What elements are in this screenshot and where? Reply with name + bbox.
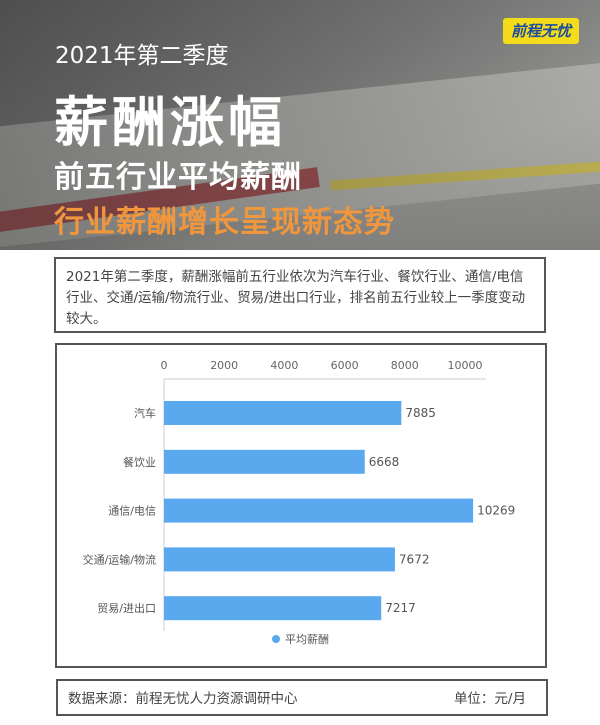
bar <box>164 498 474 523</box>
intro-text: 2021年第二季度，薪酬涨幅前五行业依次为汽车行业、餐饮行业、通信/电信行业、交… <box>54 257 546 333</box>
x-tick-label: 10000 <box>448 359 483 372</box>
tagline: 行业薪酬增长呈现新态势 <box>54 205 395 240</box>
header-banner: 2021年第二季度 薪酬涨幅 前五行业平均薪酬 行业薪酬增长呈现新态势 前程无忧 <box>0 0 600 250</box>
year-quarter: 2021年第二季度 <box>55 43 229 69</box>
category-label: 通信/电信 <box>108 505 156 518</box>
data-source: 数据来源：前程无忧人力资源调研中心 <box>68 691 298 707</box>
x-tick-label: 0 <box>161 359 168 372</box>
data-label: 7885 <box>405 406 436 420</box>
main-title: 薪酬涨幅 <box>54 91 286 154</box>
data-label: 7217 <box>385 601 416 615</box>
subtitle: 前五行业平均薪酬 <box>54 160 302 195</box>
x-tick-label: 8000 <box>391 359 419 372</box>
bar <box>164 449 365 474</box>
bar <box>164 547 395 572</box>
category-label: 餐饮业 <box>123 455 156 469</box>
category-label: 交通/运输/物流 <box>83 552 156 566</box>
x-tick-label: 2000 <box>210 359 238 372</box>
footer: 数据来源：前程无忧人力资源调研中心 单位：元/月 <box>56 679 548 716</box>
x-tick-label: 6000 <box>331 359 359 372</box>
unit-label: 单位：元/月 <box>453 691 526 707</box>
bar-chart: 0 2000 4000 6000 8000 10000 汽车 7885 餐饮业 6668 通信/电信… <box>83 359 516 646</box>
bar <box>164 401 402 425</box>
brand-logo: 前程无忧 <box>503 18 579 44</box>
data-label: 10269 <box>477 504 515 518</box>
legend-marker <box>272 635 280 643</box>
legend-label: 平均薪酬 <box>285 633 329 646</box>
data-label: 6668 <box>369 455 400 469</box>
bar <box>164 596 382 621</box>
data-label: 7672 <box>399 552 430 566</box>
overlay <box>0 0 600 250</box>
category-label: 贸易/进出口 <box>97 601 156 615</box>
chart-container: 0 2000 4000 6000 8000 10000 汽车 7885 餐饮业 6668 通信/电信… <box>55 343 547 668</box>
x-tick-label: 4000 <box>270 359 298 372</box>
category-label: 汽车 <box>134 406 156 420</box>
